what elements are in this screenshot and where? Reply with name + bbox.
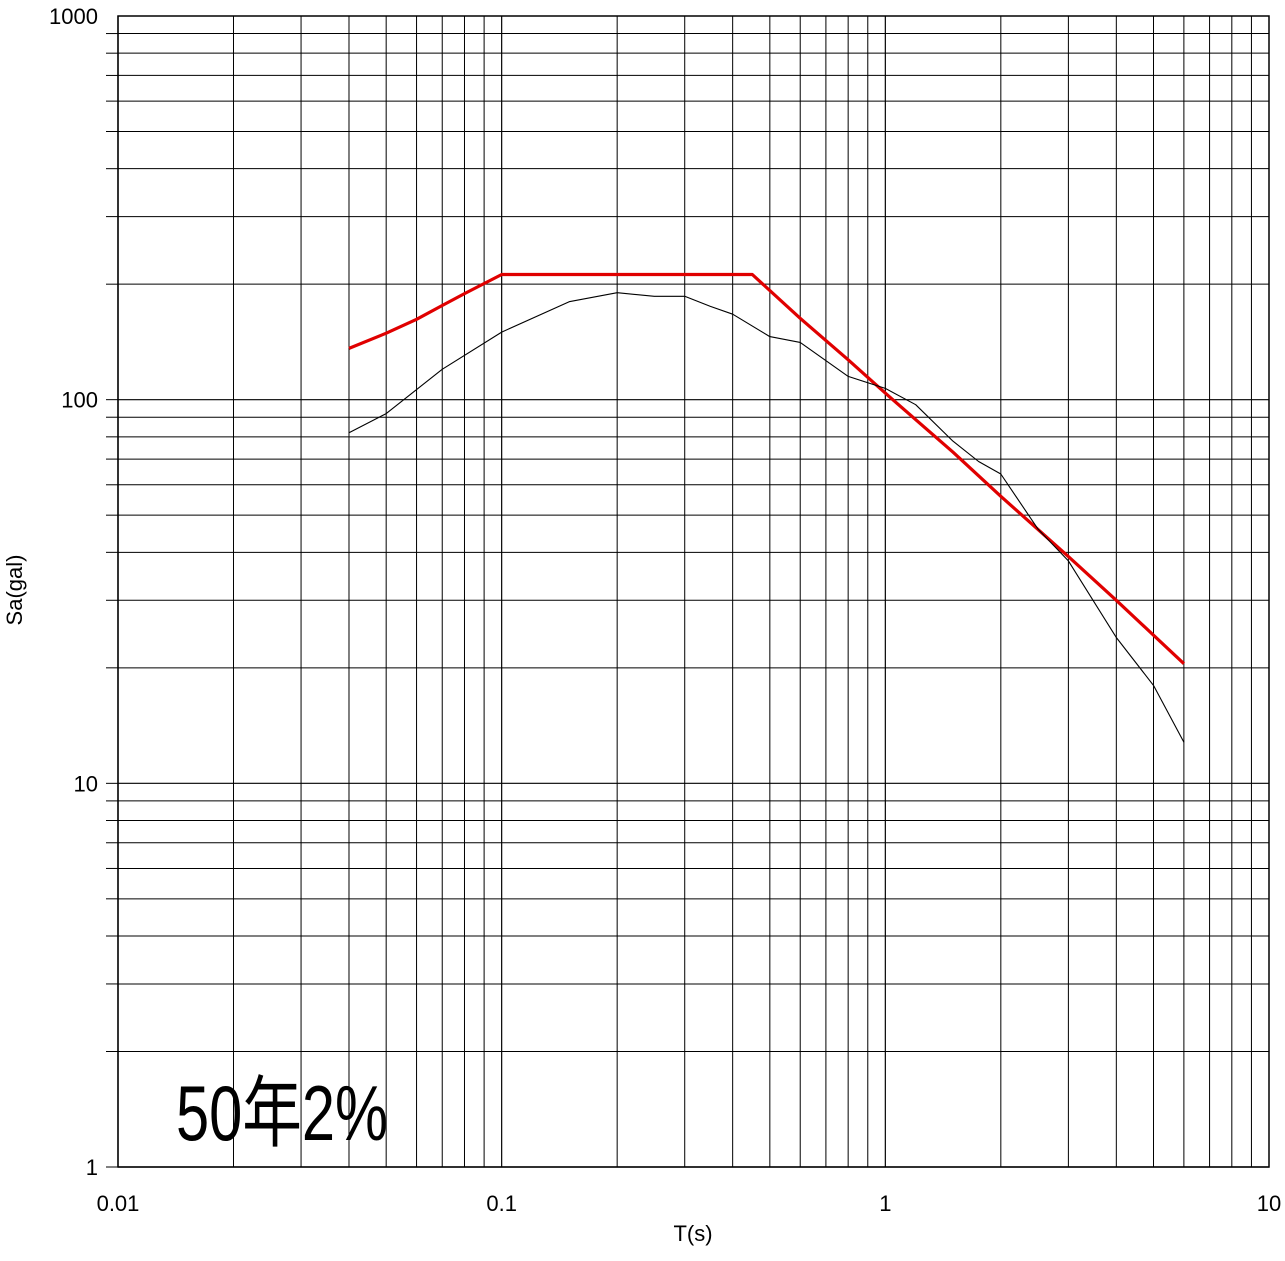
- y-axis-label: Sa(gal): [2, 555, 27, 626]
- y-tick-label: 100: [61, 388, 98, 413]
- x-axis-label: T(s): [673, 1221, 712, 1246]
- tick-labels: 0.01 0.1 1 10 1 10 100 1000: [49, 4, 1281, 1216]
- y-tick-label: 1: [86, 1155, 98, 1180]
- y-tick-label: 10: [74, 771, 98, 796]
- grid-lines: [106, 16, 1269, 1168]
- site-spectrum-line: [348, 292, 1185, 743]
- x-tick-label: 0.01: [97, 1191, 140, 1216]
- chart-annotation: 50年2%: [176, 1069, 388, 1157]
- plot-frame: [117, 15, 1270, 1168]
- x-tick-label: 10: [1257, 1191, 1281, 1216]
- series-layer: [348, 272, 1185, 743]
- x-tick-label: 0.1: [486, 1191, 517, 1216]
- design-spectrum-line: [348, 272, 1185, 665]
- y-tick-label: 1000: [49, 4, 98, 29]
- x-tick-label: 1: [879, 1191, 891, 1216]
